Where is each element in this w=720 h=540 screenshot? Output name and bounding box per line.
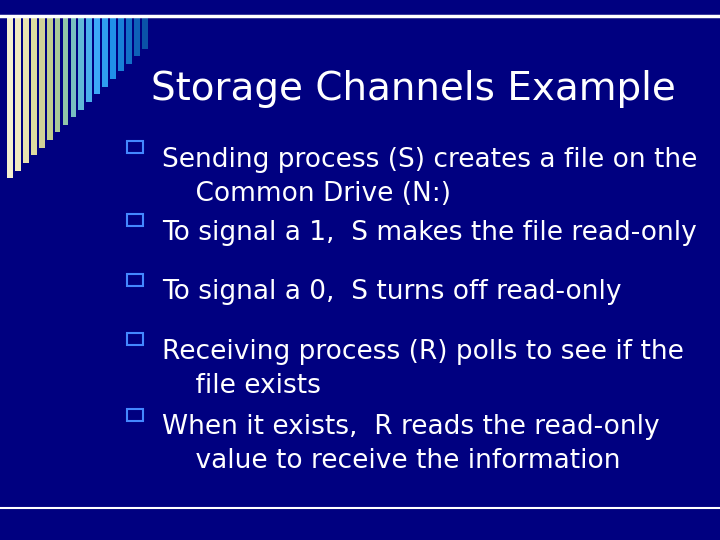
Text: To signal a 1,  S makes the file read-only: To signal a 1, S makes the file read-onl…: [162, 220, 697, 246]
Text: To signal a 0,  S turns off read-only: To signal a 0, S turns off read-only: [162, 279, 621, 305]
Bar: [71, 16, 76, 117]
Text: When it exists,  R reads the read-only
    value to receive the information: When it exists, R reads the read-only va…: [162, 414, 660, 474]
Bar: [39, 16, 45, 148]
FancyBboxPatch shape: [127, 333, 143, 345]
FancyBboxPatch shape: [127, 409, 143, 421]
Bar: [86, 16, 92, 102]
Bar: [94, 16, 100, 94]
FancyBboxPatch shape: [127, 141, 143, 153]
Bar: [7, 16, 13, 178]
Bar: [55, 16, 60, 132]
Bar: [63, 16, 68, 125]
Bar: [118, 16, 124, 71]
Bar: [134, 16, 140, 56]
Bar: [102, 16, 108, 87]
FancyBboxPatch shape: [127, 274, 143, 286]
Bar: [110, 16, 116, 79]
Bar: [15, 16, 21, 171]
Bar: [23, 16, 29, 163]
Bar: [142, 16, 148, 49]
Bar: [47, 16, 53, 140]
Text: Receiving process (R) polls to see if the
    file exists: Receiving process (R) polls to see if th…: [162, 339, 684, 399]
Text: Storage Channels Example: Storage Channels Example: [151, 70, 676, 108]
Bar: [31, 16, 37, 156]
Bar: [78, 16, 84, 110]
FancyBboxPatch shape: [127, 214, 143, 226]
Text: Sending process (S) creates a file on the
    Common Drive (N:): Sending process (S) creates a file on th…: [162, 147, 698, 207]
Bar: [126, 16, 132, 64]
